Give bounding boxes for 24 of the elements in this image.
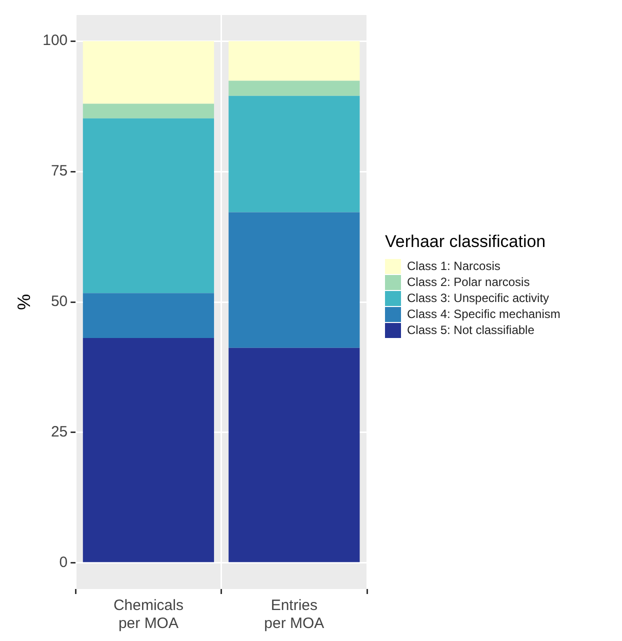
legend-label: Class 4: Specific mechanism (407, 307, 560, 321)
bar (82, 338, 214, 562)
legend-label: Class 2: Polar narcosis (407, 275, 530, 289)
legend-label: Class 3: Unspecific activity (407, 291, 550, 305)
legend-label: Class 1: Narcosis (407, 259, 500, 273)
y-tick-label: 0 (59, 554, 68, 572)
bar (82, 118, 214, 294)
bar (228, 80, 360, 96)
bar (82, 104, 214, 118)
legend-label: Class 5: Not classifiable (407, 323, 534, 337)
legend-title: Verhaar classification (385, 232, 547, 252)
x-tick-label: Entries per MOA (264, 597, 324, 632)
bar (82, 41, 214, 104)
y-tick-label: 25 (50, 424, 68, 441)
bar (228, 41, 360, 81)
y-tick-label: 100 (42, 32, 68, 50)
x-tick-label: Chemicals per MOA (113, 597, 184, 632)
bar (228, 96, 360, 212)
y-tick-label: 75 (50, 162, 68, 180)
y-tick-label: 50 (50, 293, 68, 310)
y-axis-title: % (14, 294, 34, 310)
bar (228, 212, 360, 348)
bar (82, 293, 214, 338)
bar (228, 348, 360, 562)
